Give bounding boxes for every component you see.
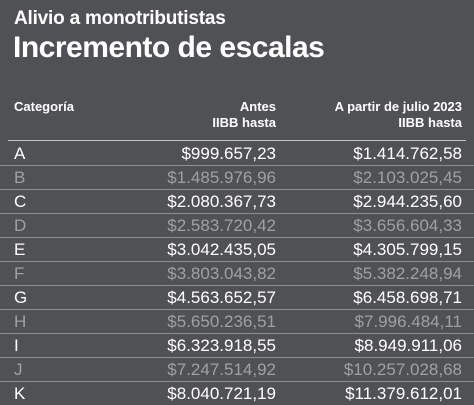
- antes-cell: $4.563.652,57: [167, 288, 276, 307]
- header-julio: A partir de julio 2023 IIBB hasta: [335, 99, 462, 131]
- category-cell: C: [14, 192, 27, 211]
- category-cell: E: [14, 240, 26, 259]
- header-antes: Antes IIBB hasta: [212, 99, 276, 131]
- category-cell: A: [14, 144, 26, 163]
- header-antes-line2: IIBB hasta: [212, 115, 276, 130]
- julio-cell: $8.949.911,06: [354, 336, 462, 355]
- julio-cell: $5.382.248,94: [353, 264, 462, 283]
- category-cell: I: [14, 336, 19, 355]
- table-body: A $999.657,23 $1.414.762,58 B $1.485.976…: [0, 142, 474, 405]
- julio-cell: $10.257.028,68: [343, 360, 462, 379]
- table-row: J $7.247.514,92 $10.257.028,68: [0, 358, 474, 382]
- antes-cell: $3.042.435,05: [167, 240, 276, 259]
- antes-cell: $2.080.367,73: [167, 192, 276, 211]
- julio-cell: $11.379.612,01: [345, 384, 462, 403]
- table-row: I $6.323.918,55 $8.949.911,06: [0, 334, 474, 358]
- category-cell: F: [14, 264, 25, 283]
- kicker: Alivio a monotributistas: [14, 8, 226, 29]
- page-title: Incremento de escalas: [13, 31, 325, 64]
- antes-cell: $999.657,23: [181, 144, 276, 163]
- table-row: B $1.485.976,96 $2.103.025,45: [0, 166, 474, 190]
- table-row: H $5.650.236,51 $7.996.484,11: [0, 310, 474, 334]
- category-cell: G: [14, 288, 28, 307]
- header-divider: [8, 140, 466, 141]
- category-cell: B: [14, 168, 26, 187]
- header-julio-line2: IIBB hasta: [398, 115, 462, 130]
- antes-cell: $3.803.043,82: [167, 264, 276, 283]
- table-row: C $2.080.367,73 $2.944.235,60: [0, 190, 474, 214]
- julio-cell: $1.414.762,58: [353, 144, 462, 163]
- antes-cell: $7.247.514,92: [167, 360, 276, 379]
- julio-cell: $4.305.799,15: [353, 240, 462, 259]
- header-julio-line1: A partir de julio 2023: [334, 99, 462, 114]
- category-cell: K: [14, 384, 26, 403]
- antes-cell: $2.583.720,42: [167, 216, 276, 235]
- julio-cell: $2.944.235,60: [353, 192, 462, 211]
- julio-cell: $7.996.484,11: [354, 312, 462, 331]
- category-cell: J: [14, 360, 23, 379]
- header-category: Categoría: [14, 99, 74, 114]
- antes-cell: $6.323.918,55: [167, 336, 276, 355]
- table-row: G $4.563.652,57 $6.458.698,71: [0, 286, 474, 310]
- antes-cell: $1.485.976,96: [167, 168, 276, 187]
- table-header: Categoría Antes IIBB hasta A partir de j…: [14, 99, 462, 133]
- table-row: A $999.657,23 $1.414.762,58: [0, 142, 474, 166]
- julio-cell: $6.458.698,71: [353, 288, 462, 307]
- table-row: D $2.583.720,42 $3.656.604,33: [0, 214, 474, 238]
- antes-cell: $5.650.236,51: [167, 312, 276, 331]
- table-row: K $8.040.721,19 $11.379.612,01: [0, 382, 474, 405]
- table-row: F $3.803.043,82 $5.382.248,94: [0, 262, 474, 286]
- category-cell: H: [14, 312, 27, 331]
- table-row: E $3.042.435,05 $4.305.799,15: [0, 238, 474, 262]
- julio-cell: $3.656.604,33: [353, 216, 462, 235]
- julio-cell: $2.103.025,45: [353, 168, 462, 187]
- header-antes-line1: Antes: [239, 99, 276, 114]
- antes-cell: $8.040.721,19: [167, 384, 276, 403]
- category-cell: D: [14, 216, 27, 235]
